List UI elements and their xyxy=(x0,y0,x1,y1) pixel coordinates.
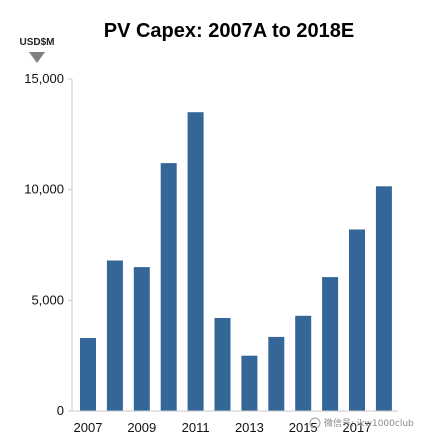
bar-2007 xyxy=(80,338,96,411)
bar-2010 xyxy=(160,163,177,411)
y-axis-ticks: 0 5,000 10,000 15,000 xyxy=(24,71,72,418)
x-tick-label: 2011 xyxy=(182,420,210,435)
bar-2017 xyxy=(349,229,365,411)
y-tick-label: 15,000 xyxy=(24,71,64,86)
bar-2013 xyxy=(241,355,258,411)
bar-2016 xyxy=(322,277,339,411)
bar-2015 xyxy=(295,315,312,411)
x-tick-label: 2017 xyxy=(343,420,372,435)
y-axis-unit-label: USD$M xyxy=(19,37,54,48)
x-tick-label: 2009 xyxy=(127,420,156,435)
x-tick-label: 2013 xyxy=(235,420,264,435)
bar-series xyxy=(80,112,392,411)
bar-2008 xyxy=(106,260,123,411)
bar-2011 xyxy=(187,112,204,411)
y-tick-label: 5,000 xyxy=(31,292,64,307)
bar-2014 xyxy=(268,336,285,411)
bar-2012 xyxy=(214,318,231,411)
watermark-text: 微信号: ikw1000club xyxy=(324,417,414,429)
bar-2018 xyxy=(375,186,392,411)
down-triangle-icon xyxy=(29,52,45,63)
y-tick-label: 0 xyxy=(57,403,64,418)
watermark: 微信号: ikw1000club xyxy=(309,417,414,429)
bar-2009 xyxy=(133,267,150,411)
wechat-icon xyxy=(309,417,321,429)
y-tick-label: 10,000 xyxy=(24,182,64,197)
x-tick-label: 2007 xyxy=(74,420,103,435)
chart-title: PV Capex: 2007A to 2018E xyxy=(104,20,355,42)
